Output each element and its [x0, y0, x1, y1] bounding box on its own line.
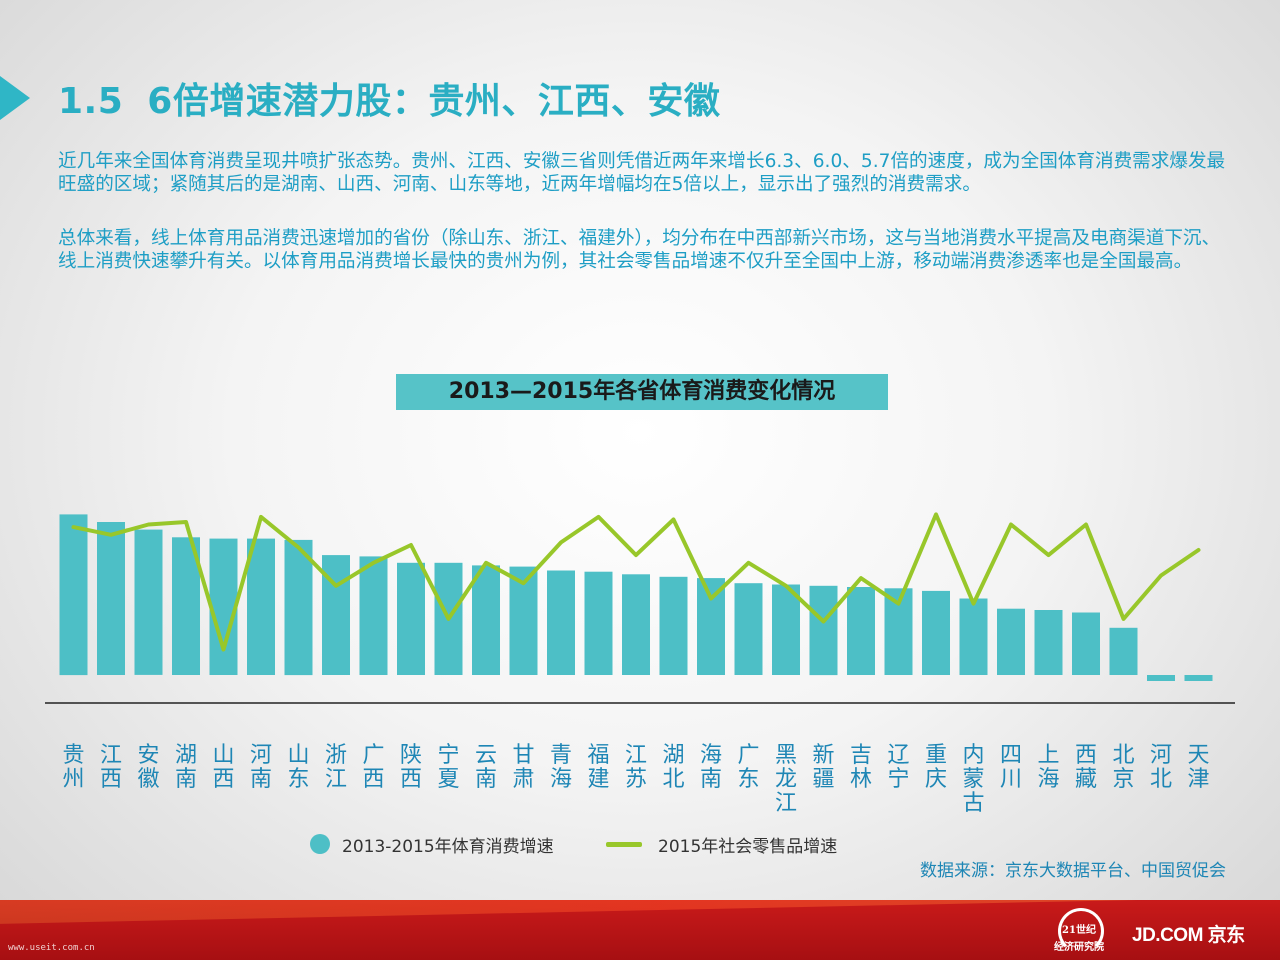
category-label-7: 浙江: [325, 743, 347, 792]
category-label-11: 云南: [475, 743, 497, 792]
category-label-14: 福建: [587, 743, 609, 792]
bar-28: [1109, 627, 1138, 675]
category-label-9: 陕西: [400, 743, 422, 792]
legend-bar: 2013-2015年体育消费增速: [310, 832, 554, 857]
bar-26: [1034, 610, 1063, 675]
category-label-1: 江西: [100, 743, 122, 792]
chart-title: 2013—2015年各省体育消费变化情况: [396, 374, 888, 410]
bar-29: [1147, 675, 1175, 681]
bar-25: [997, 608, 1025, 675]
category-label-13: 青海: [550, 743, 572, 792]
category-label-30: 天津: [1187, 743, 1209, 792]
logo-21cbr: 21世纪 经济研究院: [1046, 908, 1112, 956]
logo-ring-icon: [1058, 908, 1104, 954]
legend-line-swatch: [606, 841, 642, 847]
bar-24: [959, 598, 988, 675]
bar-15: [622, 574, 650, 675]
legend-line-label: 2015年社会零售品增速: [658, 836, 838, 857]
logo-21-line2: 经济研究院: [1054, 942, 1104, 953]
category-label-24: 内蒙古: [962, 743, 984, 816]
category-label-21: 吉林: [850, 743, 872, 792]
bar-11: [472, 565, 500, 675]
legend-line: 2015年社会零售品增速: [606, 832, 838, 857]
category-label-15: 江苏: [625, 743, 647, 792]
bar-9: [397, 562, 425, 675]
category-label-22: 辽宁: [887, 743, 909, 792]
chart-svg: 贵州江西安徽湖南山西河南山东浙江广西陕西宁夏云南甘肃青海福建江苏湖北海南广东黑龙…: [45, 512, 1235, 816]
bar-8: [359, 556, 388, 675]
category-label-2: 安徽: [137, 743, 159, 792]
category-label-27: 西藏: [1075, 743, 1097, 792]
category-label-20: 新疆: [812, 743, 834, 792]
bar-27: [1072, 612, 1100, 675]
bar-1: [97, 522, 125, 675]
section-number: 1.5: [58, 81, 124, 122]
category-label-10: 宁夏: [437, 743, 459, 792]
category-label-16: 湖北: [662, 743, 684, 792]
category-label-12: 甘肃: [512, 743, 534, 792]
bar-21: [847, 587, 875, 675]
category-label-19: 黑龙江: [775, 743, 797, 816]
bar-30: [1184, 675, 1213, 681]
logo-21-line1: 21世纪: [1062, 925, 1096, 936]
category-label-6: 山东: [287, 743, 309, 792]
bar-19: [772, 584, 800, 675]
category-label-3: 湖南: [175, 743, 197, 792]
category-label-0: 贵州: [62, 743, 84, 792]
category-label-8: 广西: [362, 743, 384, 792]
title-text: 6倍增速潜力股：贵州、江西、安徽: [147, 81, 721, 122]
bar-2: [134, 529, 163, 675]
data-source: 数据来源：京东大数据平台、中国贸促会: [920, 861, 1226, 881]
category-label-23: 重庆: [925, 743, 947, 792]
bar-13: [547, 570, 575, 675]
logo-jd: JD.COM 京东: [1132, 925, 1245, 946]
paragraph-1: 近几年来全国体育消费呈现井喷扩张态势。贵州、江西、安徽三省则凭借近两年来增长6.…: [58, 151, 1226, 196]
title-arrow-icon: [0, 76, 30, 120]
watermark: www.useit.com.cn: [8, 943, 95, 953]
paragraph-2: 总体来看，线上体育用品消费迅速增加的省份（除山东、浙江、福建外），均分布在中西部…: [58, 228, 1221, 273]
bar-0: [59, 514, 88, 676]
bar-4: [209, 538, 238, 675]
bar-20: [809, 585, 838, 676]
bar-6: [284, 539, 313, 676]
category-label-4: 山西: [212, 743, 234, 792]
category-label-18: 广东: [737, 743, 759, 792]
category-label-26: 上海: [1037, 743, 1059, 792]
category-label-29: 河北: [1150, 743, 1172, 792]
category-label-25: 四川: [1000, 743, 1022, 792]
bar-14: [584, 571, 613, 675]
category-label-28: 北京: [1112, 743, 1134, 792]
bar-5: [247, 538, 275, 675]
legend-bar-label: 2013-2015年体育消费增速: [342, 836, 554, 857]
category-label-5: 河南: [250, 743, 272, 792]
bar-17: [697, 578, 725, 675]
bar-16: [659, 576, 688, 675]
bar-18: [734, 583, 763, 675]
category-label-17: 海南: [700, 743, 722, 792]
page-title: 1.5 6倍增速潜力股：贵州、江西、安徽: [58, 72, 720, 124]
legend-bar-swatch: [310, 834, 330, 854]
bar-23: [922, 590, 950, 675]
